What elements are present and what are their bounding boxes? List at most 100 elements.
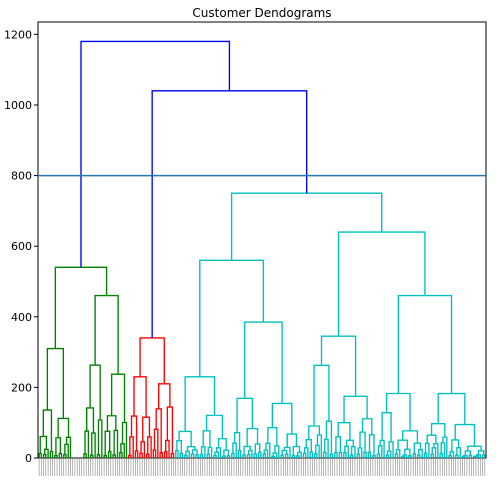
dendrogram-link (448, 454, 452, 458)
dendrogram-link (357, 447, 363, 458)
dendrogram-link (176, 440, 183, 454)
dendrogram-link (57, 417, 70, 438)
dendrogram-link (237, 449, 242, 458)
dendrogram-link (338, 451, 343, 458)
dendrogram-link (412, 453, 417, 458)
dendrogram-link (291, 454, 296, 458)
dendrogram-link (231, 452, 235, 458)
dendrogram-link (329, 453, 334, 458)
dendrogram-link (388, 441, 394, 458)
dendrogram-link (401, 455, 405, 458)
dendrogram-link (315, 444, 320, 458)
dendrogram-link (113, 429, 119, 458)
dendrogram-link (166, 406, 174, 454)
dendrogram-link (134, 450, 139, 458)
dendrogram-link (191, 449, 198, 455)
dendrogram-link (89, 364, 101, 421)
dendrogram-link (200, 446, 206, 458)
dendrogram-link (397, 439, 408, 450)
y-tick-label: 1000 (4, 99, 32, 112)
dendrogram-link (190, 453, 195, 458)
y-tick-label: 400 (11, 311, 32, 324)
dendrogram-link (296, 455, 300, 458)
dendrogram-link (361, 418, 373, 435)
dendrogram-link (426, 434, 437, 444)
dendrogram-link (107, 450, 112, 458)
dendrogram-link (195, 454, 199, 458)
dendrogram-link (372, 454, 376, 458)
dendrogram-link (474, 455, 479, 458)
dendrogram-link (139, 452, 143, 458)
dendrogram-link (404, 448, 411, 456)
dendrogram-link (106, 415, 117, 432)
upper-merge-link (151, 90, 308, 338)
dendrogram-link (356, 453, 361, 458)
dendrogram-link (246, 453, 251, 458)
dendrogram-link (283, 446, 291, 458)
dendrogram-link (413, 442, 422, 454)
dendrogram-link (316, 434, 323, 458)
dendrogram-link (49, 450, 54, 458)
dendrogram-link (430, 453, 435, 458)
dendrogram-link (437, 392, 466, 425)
dendrogram-link (94, 294, 119, 375)
dendrogram-link (58, 452, 63, 458)
dendrogram-link (461, 455, 466, 458)
dendrogram-link (286, 433, 298, 448)
dendrogram-link (337, 422, 351, 441)
dendrogram-link (320, 335, 357, 397)
cyan-cluster-link (337, 231, 426, 337)
dendrogram-link (155, 408, 162, 453)
dendrogram-link (233, 432, 241, 451)
dendrogram-link (179, 452, 184, 458)
dendrogram-link (386, 450, 392, 458)
dendrogram-link (130, 415, 138, 451)
dendrogram-links (38, 40, 486, 458)
dendrogram-link (103, 454, 107, 458)
dendrogram-link (152, 449, 157, 458)
root-merge-link (80, 40, 231, 268)
dendrogram-link (42, 409, 53, 452)
dendrogram-link (417, 454, 421, 458)
dendrogram-link (97, 419, 103, 458)
dendrogram-link (129, 436, 134, 458)
dendrogram-link (274, 445, 280, 458)
dendrogram-link (38, 452, 43, 458)
dendrogram-link (178, 430, 192, 447)
dendrogram-link (236, 397, 254, 433)
dendrogram-link (185, 450, 190, 458)
dendrogram-link (55, 437, 62, 456)
leaf-label-layer (38, 459, 486, 476)
dendrogram-link (199, 453, 204, 458)
dendrogram-link (158, 383, 171, 409)
chart-title: Customer Dendograms (192, 6, 331, 20)
dendrogram-link (257, 451, 262, 458)
dendrogram-link (284, 453, 289, 458)
dendrogram-link (133, 376, 147, 418)
y-tick-label: 800 (11, 170, 32, 183)
y-tick-label: 600 (11, 240, 32, 253)
dendrogram-link (335, 436, 342, 453)
dendrogram-link (271, 402, 293, 435)
dendrogram-link (462, 454, 468, 458)
dendrogram-link (159, 452, 163, 458)
green-cluster-link (54, 266, 108, 349)
dendrogram-link (423, 452, 428, 458)
dendrogram-link (464, 450, 471, 456)
dendrogram-link (170, 453, 175, 458)
dendrogram-link (451, 439, 460, 452)
dendrogram-link (145, 453, 150, 458)
axes-layer: 0 200 400 600 800 1000 1200 (4, 21, 487, 465)
dendrogram-link (343, 452, 347, 458)
dendrogram-link (54, 454, 58, 458)
dendrogram-link (334, 452, 338, 458)
y-tick-label: 1200 (4, 28, 32, 41)
dendrogram-link (477, 450, 485, 456)
cyan-main-link (230, 192, 383, 261)
dendrogram-link (217, 438, 227, 451)
dendrogram-link (431, 447, 437, 458)
dendrogram-link (120, 443, 125, 458)
dendrogram-link (271, 455, 275, 458)
